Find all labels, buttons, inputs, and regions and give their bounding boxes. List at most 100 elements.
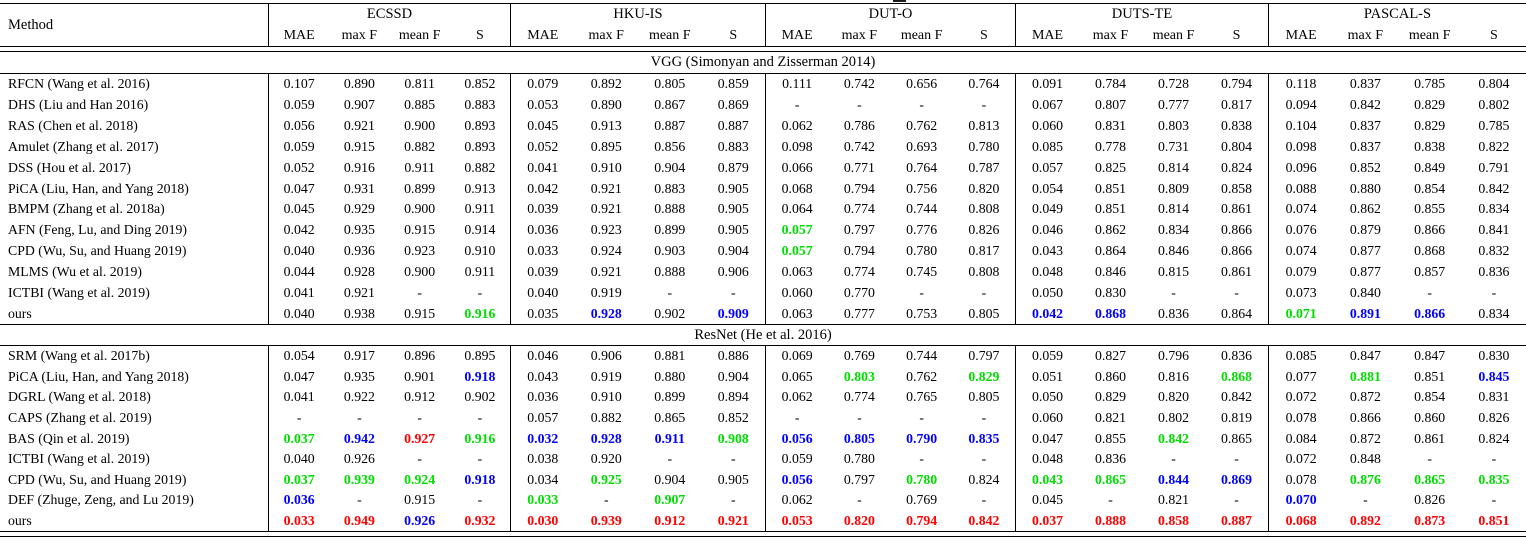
metric-value-cell: 0.928 [590, 430, 622, 446]
metric-value-cell: 0.865 [654, 409, 686, 425]
section-title: ResNet (He et al. 2016) [694, 326, 832, 343]
metric-value-cell: 0.915 [404, 492, 436, 508]
metric-value-cell: - [981, 451, 987, 467]
metric-value-cell: 0.834 [1157, 222, 1190, 238]
dataset-value-group: 0.030 0.939 0.912 0.921 [510, 510, 765, 532]
metric-value-cell: 0.868 [1414, 243, 1446, 259]
metric-value-cell: 0.815 [1157, 263, 1190, 279]
method-cell: PiCA (Liu, Han, and Yang 2018) [8, 368, 189, 384]
metric-value-cell: 0.888 [654, 201, 686, 217]
metric-value-cell: 0.910 [590, 389, 622, 405]
metric-value-cell: 0.868 [1220, 368, 1253, 384]
metric-value-cell: 0.914 [464, 222, 496, 238]
metric-value-cell: 0.893 [464, 118, 496, 134]
dataset-name-label: ECSSD [366, 6, 413, 22]
metric-value-cell: 0.834 [1478, 305, 1510, 321]
metric-value-cell: 0.062 [781, 389, 813, 405]
metric-value-cell: 0.042 [527, 180, 559, 196]
dataset-value-group: 0.039 0.921 0.888 0.906 [510, 261, 765, 283]
metric-value-cell: 0.824 [1220, 159, 1253, 175]
dataset-value-group: 0.079 0.892 0.805 0.859 [510, 74, 765, 95]
metric-value-cell: 0.804 [1478, 76, 1510, 92]
metric-value-cell: 0.040 [527, 284, 559, 300]
metric-value-cell: 0.901 [404, 368, 436, 384]
dataset-value-group: 0.064 0.774 0.744 0.808 [765, 198, 1015, 220]
metric-value-cell: 0.900 [404, 201, 436, 217]
metric-value-cell: 0.917 [343, 348, 375, 364]
metric-value-cell: 0.902 [464, 389, 496, 405]
dataset-value-group: 0.062 0.774 0.765 0.805 [765, 387, 1015, 408]
metric-value-cell: - [417, 451, 422, 467]
metric-value-cell: 0.894 [717, 389, 749, 405]
metric-value-cell: 0.864 [1094, 243, 1127, 259]
metric-value-cell: 0.887 [717, 118, 749, 134]
metric-value-cell: 0.869 [1220, 471, 1253, 487]
metric-value-cell: - [1427, 284, 1432, 300]
metric-value-cell: 0.880 [654, 368, 686, 384]
metric-value-cell: 0.045 [283, 201, 315, 217]
dataset-value-group: 0.043 0.864 0.846 0.866 [1015, 240, 1268, 262]
metric-value-cell: 0.794 [906, 512, 938, 528]
metric-value-cell: 0.856 [654, 138, 686, 154]
metric-value-cell: 0.919 [590, 368, 622, 384]
metric-value-cell: - [357, 492, 362, 508]
dataset-value-group: 0.043 0.919 0.880 0.904 [510, 366, 765, 388]
metric-value-cell: 0.861 [1220, 201, 1253, 217]
metric-value-cell: 0.047 [283, 180, 315, 196]
table-row: RFCN (Wang et al. 2016) 0.107 0.890 0.811 0.… [0, 74, 1526, 95]
metric-value-cell: 0.888 [1094, 512, 1127, 528]
metric-value-cell: 0.854 [1414, 389, 1446, 405]
metric-value-cell: - [919, 97, 924, 113]
metric-value-cell: 0.764 [968, 76, 1000, 92]
metric-value-cell: 0.787 [968, 159, 1000, 175]
metric-value-cell: 0.050 [1031, 284, 1064, 300]
metric-value-cell: 0.921 [590, 180, 622, 196]
metric-value-cell: 0.047 [1031, 430, 1064, 446]
metric-value-cell: 0.928 [590, 305, 622, 321]
dataset-value-group: 0.056 0.921 0.900 0.893 [268, 115, 510, 137]
dataset-header-group: HKU-IS MAE max F mean F S [510, 4, 765, 46]
metric-value-cell: - [1108, 492, 1113, 508]
metric-value-cell: 0.904 [717, 368, 749, 384]
metric-value-cell: 0.916 [343, 159, 375, 175]
metric-value-cell: 0.042 [283, 222, 315, 238]
metric-value-cell: 0.921 [717, 512, 749, 528]
metric-value-cell: 0.051 [1031, 368, 1064, 384]
method-cell: CAPS (Zhang et al. 2019) [8, 409, 152, 425]
metric-value-cell: 0.900 [404, 263, 436, 279]
metric-value-cell: 0.780 [968, 138, 1000, 154]
metric-value-cell: 0.847 [1349, 348, 1381, 364]
metric-value-cell: 0.920 [590, 451, 622, 467]
metric-header-label: S [1232, 27, 1241, 43]
metric-value-cell: 0.745 [906, 263, 938, 279]
metric-value-cell: 0.802 [1478, 97, 1510, 113]
method-cell: RFCN (Wang et al. 2016) [8, 76, 150, 92]
metric-header-row: MAE max F mean F S [1016, 25, 1268, 46]
metric-value-cell: 0.851 [1094, 201, 1127, 217]
metric-value-cell: 0.832 [1478, 243, 1510, 259]
dataset-value-group: 0.035 0.928 0.902 0.909 [510, 303, 765, 324]
metric-value-cell: 0.079 [527, 76, 559, 92]
dataset-value-group: 0.059 0.827 0.796 0.836 [1015, 346, 1268, 367]
metric-value-cell: 0.769 [843, 348, 875, 364]
metric-value-cell: 0.860 [1094, 368, 1127, 384]
table-row: DHS (Liu and Han 2016) 0.059 0.907 0.885 0.8… [0, 94, 1526, 116]
method-cell: ours [8, 305, 32, 321]
metric-value-cell: 0.892 [590, 76, 622, 92]
section-title-rule [0, 73, 1526, 74]
metric-value-cell: - [919, 284, 924, 300]
metric-value-cell: 0.921 [590, 263, 622, 279]
metric-value-cell: 0.047 [283, 368, 315, 384]
metric-value-cell: 0.942 [343, 430, 375, 446]
metric-value-cell: 0.041 [527, 159, 559, 175]
metric-value-cell: 0.814 [1157, 201, 1190, 217]
metric-value-cell: - [1491, 451, 1497, 467]
dataset-header-group: DUT-O MAE max F mean F S [765, 4, 1015, 46]
metric-value-cell: 0.057 [781, 222, 813, 238]
metric-value-cell: 0.905 [717, 222, 749, 238]
metric-value-cell: 0.053 [527, 97, 559, 113]
metric-value-cell: 0.820 [968, 180, 1000, 196]
dataset-value-group: 0.104 0.837 0.829 0.785 [1268, 115, 1526, 137]
dataset-value-group: 0.118 0.837 0.785 0.804 [1268, 74, 1526, 95]
metric-value-cell: 0.836 [1157, 305, 1190, 321]
